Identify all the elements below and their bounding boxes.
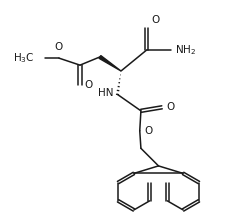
Text: O: O — [166, 102, 174, 112]
Text: HN: HN — [98, 88, 114, 98]
Text: O: O — [55, 41, 63, 52]
Text: O: O — [144, 126, 153, 136]
Polygon shape — [99, 56, 121, 71]
Text: O: O — [151, 15, 159, 25]
Text: O: O — [84, 80, 92, 90]
Text: NH$_2$: NH$_2$ — [175, 43, 196, 57]
Text: H$_3$C: H$_3$C — [13, 51, 34, 65]
